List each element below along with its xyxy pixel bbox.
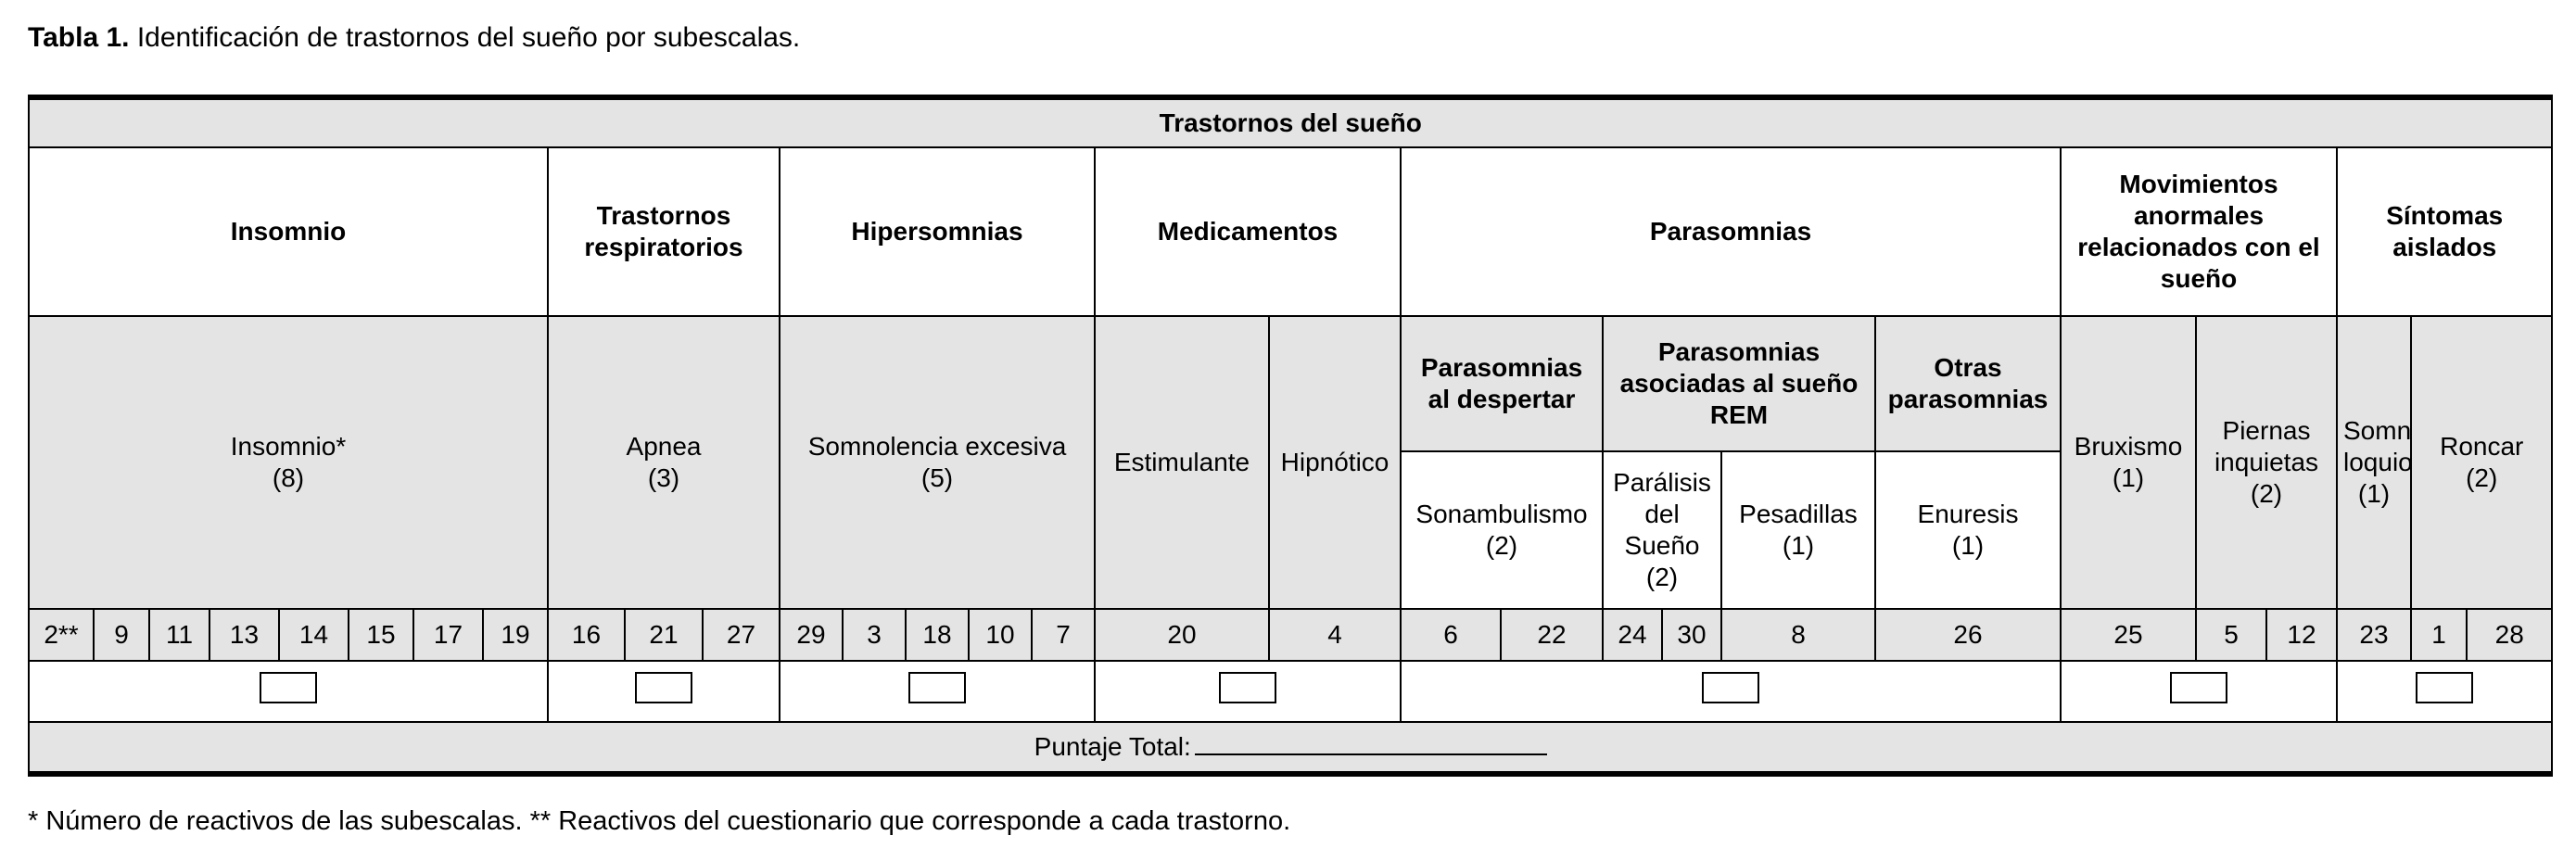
score-cell-respiratorios: [547, 660, 780, 723]
score-cell-parasomnias: [1400, 660, 2062, 723]
subscale-row-lower: Sonambulismo (2) Parálisis del Sueño (2)…: [29, 450, 2552, 610]
item-number-cell: 23: [2336, 608, 2412, 662]
item-number-cell: 19: [482, 608, 549, 662]
item-number-cell: 17: [412, 608, 484, 662]
score-cell-medicamentos: [1094, 660, 1402, 723]
score-box-row: [28, 660, 2554, 723]
item-number-cell: 3: [842, 608, 907, 662]
footnote: * Número de reactivos de las subescalas.…: [28, 806, 1291, 836]
subscale-pesadillas: Pesadillas (1): [1720, 450, 1876, 610]
item-number-cell: 4: [1268, 608, 1402, 662]
table-caption: Tabla 1. Identificación de trastornos de…: [28, 20, 2550, 56]
subscale-apnea: Apnea (3): [547, 315, 780, 610]
item-number-cell: 25: [2060, 608, 2197, 662]
score-box: [635, 671, 692, 703]
item-number-cell: 6: [1400, 608, 1502, 662]
score-cell-movimientos: [2060, 660, 2338, 723]
item-number-cell: 18: [905, 608, 970, 662]
subscale-somniloquios: Somni- loquios (1): [2336, 315, 2412, 610]
total-blank-line: [1194, 753, 1547, 755]
table-title: Trastornos del sueño: [27, 96, 2554, 148]
subgroup-parasomnias-rem: Parasomnias asociadas al sueño REM: [1602, 315, 1876, 452]
item-number-cell: 12: [2265, 608, 2338, 662]
item-number-cell: 27: [702, 608, 780, 662]
subscale-sonambulismo: Sonambulismo (2): [1400, 450, 1604, 610]
item-number-cell: 15: [348, 608, 414, 662]
item-number-cell: 20: [1094, 608, 1270, 662]
table-title-row: Trastornos del sueño: [27, 96, 2554, 148]
item-number-cell: 5: [2195, 608, 2267, 662]
group-movimientos-anormales: Movimientos anormales relacionados con e…: [2060, 146, 2338, 317]
subscale-somnolencia-excesiva: Somnolencia excesiva (5): [779, 315, 1096, 610]
item-number-cell: 22: [1500, 608, 1604, 662]
group-sintomas-aislados: Síntomas aislados: [2335, 146, 2554, 317]
subscale-estimulante: Estimulante: [1094, 315, 1270, 610]
score-box: [2416, 671, 2474, 703]
item-number-cell: 24: [1602, 608, 1663, 662]
item-number-cell: 30: [1661, 608, 1722, 662]
item-number-cell: 26: [1874, 608, 2062, 662]
group-medicamentos: Medicamentos: [1094, 146, 1402, 317]
caption-text: Identificación de trastornos del sueño p…: [129, 22, 801, 53]
score-box: [1702, 671, 1759, 703]
subscale-roncar: Roncar (2): [2409, 315, 2554, 610]
item-number-cell: 14: [278, 608, 349, 662]
subscale-piernas-inquietas: Piernas inquietas (2): [2195, 315, 2338, 610]
item-number-cell: 11: [148, 608, 210, 662]
item-number-cell: 13: [209, 608, 280, 662]
item-number-cell: 9: [93, 608, 150, 662]
score-cell-sintomas: [2335, 660, 2554, 723]
sleep-disorders-table: Trastornos del sueño Insomnio Trastornos…: [27, 95, 2554, 777]
item-number-cell: 28: [2465, 608, 2554, 662]
caption-number: Tabla 1.: [28, 22, 130, 53]
group-insomnio: Insomnio: [28, 146, 549, 317]
item-number-cell: 10: [968, 608, 1033, 662]
score-box: [908, 671, 966, 703]
score-box: [260, 671, 317, 703]
score-cell-insomnio: [28, 660, 549, 723]
subscale-insomnio: Insomnio* (8): [28, 315, 549, 610]
item-number-cell: 7: [1031, 608, 1096, 662]
subgroup-parasomnias-al-despertar: Parasomnias al despertar: [1400, 315, 1604, 452]
subscale-bruxismo: Bruxismo (1): [2060, 315, 2197, 610]
item-number-cell: 29: [779, 608, 844, 662]
group-trastornos-respiratorios: Trastornos respiratorios: [547, 146, 780, 317]
subscale-paralisis-del-sueno: Parálisis del Sueño (2): [1602, 450, 1722, 610]
score-box: [1219, 671, 1276, 703]
group-parasomnias: Parasomnias: [1400, 146, 2062, 317]
item-number-cell: 16: [547, 608, 626, 662]
subgroup-otras-parasomnias: Otras parasomnias: [1874, 315, 2062, 452]
item-number-cell: 1: [2410, 608, 2468, 662]
group-header-row: Insomnio Trastornos respiratorios Hipers…: [28, 146, 2554, 317]
score-box: [2170, 671, 2227, 703]
subscale-enuresis: Enuresis (1): [1874, 450, 2062, 610]
group-hipersomnias: Hipersomnias: [779, 146, 1096, 317]
item-number-cell: 2**: [28, 608, 95, 662]
page: Tabla 1. Identificación de trastornos de…: [27, 20, 2554, 836]
total-cell: Puntaje Total:: [27, 721, 2554, 775]
item-numbers-row: 2** 9 11 13 14 15 17 19 16 21 27 29 3 18…: [28, 608, 2554, 662]
subscale-row-upper: Insomnio* (8) Apnea (3) Somnolencia exce…: [28, 315, 2554, 610]
score-cell-hipersomnias: [779, 660, 1096, 723]
total-label: Puntaje Total:: [1034, 731, 1191, 761]
item-number-cell: 8: [1720, 608, 1876, 662]
total-row: Puntaje Total:: [27, 721, 2554, 775]
item-number-cell: 21: [624, 608, 704, 662]
subscale-hipnotico: Hipnótico: [1268, 315, 1402, 610]
